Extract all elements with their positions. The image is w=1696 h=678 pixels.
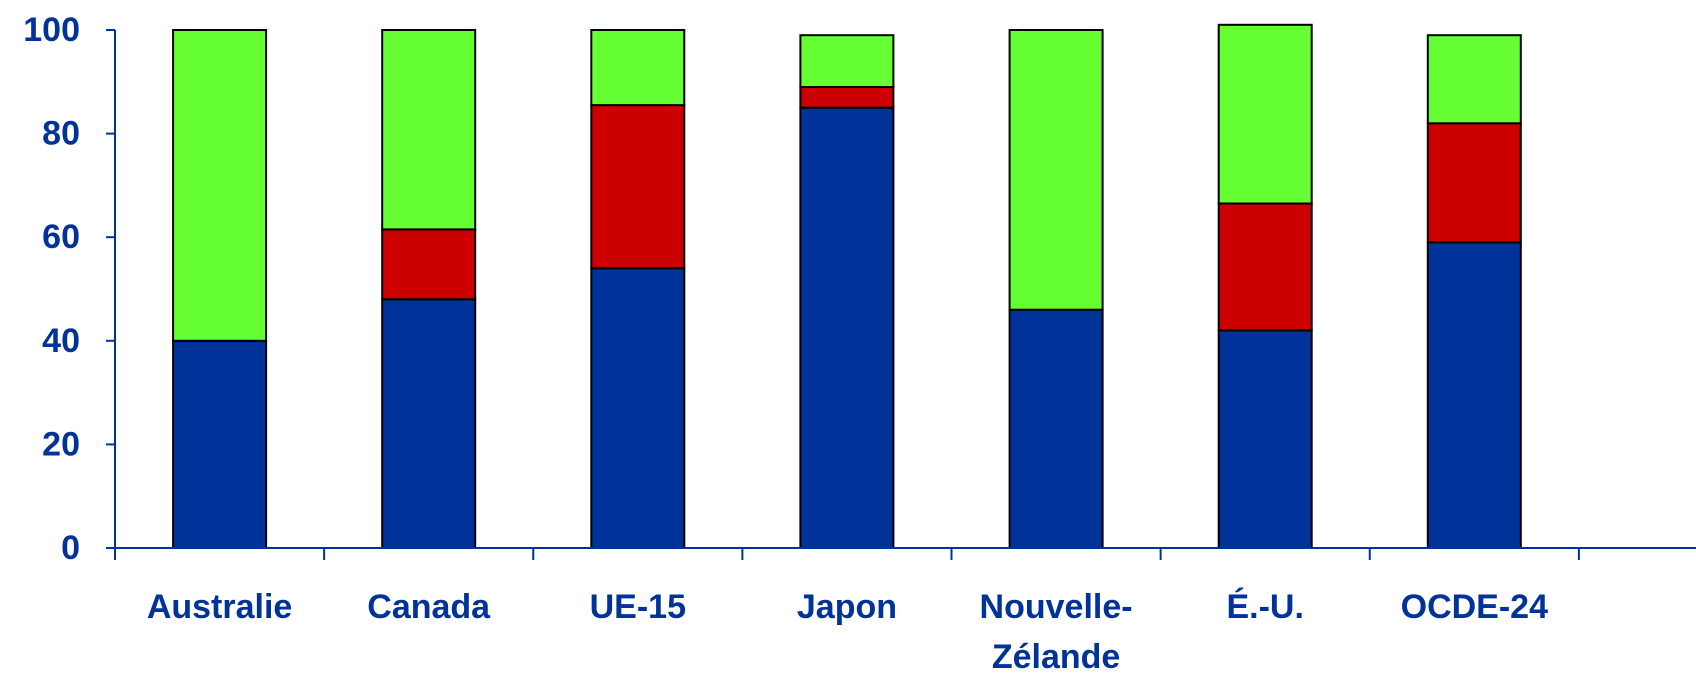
bar-segment-3 (590, 29, 686, 107)
bar-segment-1 (1217, 329, 1313, 549)
bar-segment-2 (1426, 122, 1522, 244)
y-tick-label: 80 (42, 115, 80, 153)
bar-segment-3 (381, 29, 477, 231)
category-label-line: OCDE-24 (1401, 588, 1548, 626)
category-label: Nouvelle- Zélande (980, 588, 1133, 676)
bar-segment-1 (590, 267, 686, 549)
category-label-line: Australie (147, 588, 293, 626)
y-tick-label: 40 (42, 322, 80, 360)
bar-segment-2 (1217, 202, 1313, 332)
y-tick-label: 100 (23, 11, 80, 49)
category-label: Australie (147, 588, 293, 626)
category-label-line: UE-15 (590, 588, 686, 626)
y-tick-label: 60 (42, 218, 80, 256)
bar-segment-3 (799, 34, 895, 88)
y-tick-label: 20 (42, 425, 80, 463)
bar-segment-1 (1008, 308, 1104, 550)
bar-segment-2 (590, 104, 686, 270)
bar-segment-1 (1426, 241, 1522, 549)
bar-segment-1 (172, 339, 268, 549)
category-label: É.-U. (1226, 588, 1303, 626)
category-label: OCDE-24 (1401, 588, 1548, 626)
category-label-line: É.-U. (1226, 588, 1303, 626)
bar-segment-3 (1008, 29, 1104, 311)
bar-segment-3 (1426, 34, 1522, 125)
bar-segment-3 (172, 29, 268, 342)
bar-segment-1 (799, 106, 895, 549)
category-label: UE-15 (590, 588, 686, 626)
y-tick-label: 0 (61, 529, 80, 567)
category-label-line: Canada (367, 588, 491, 626)
bar-segment-2 (381, 228, 477, 301)
category-label-line: Japon (797, 588, 897, 626)
category-label: Canada (367, 588, 491, 626)
bar-segment-1 (381, 298, 477, 549)
category-label-line: Zélande (992, 638, 1120, 676)
category-label-line: Nouvelle- (980, 588, 1133, 626)
bar-segment-3 (1217, 23, 1313, 205)
bar-segment-2 (799, 86, 895, 109)
category-label: Japon (797, 588, 897, 626)
